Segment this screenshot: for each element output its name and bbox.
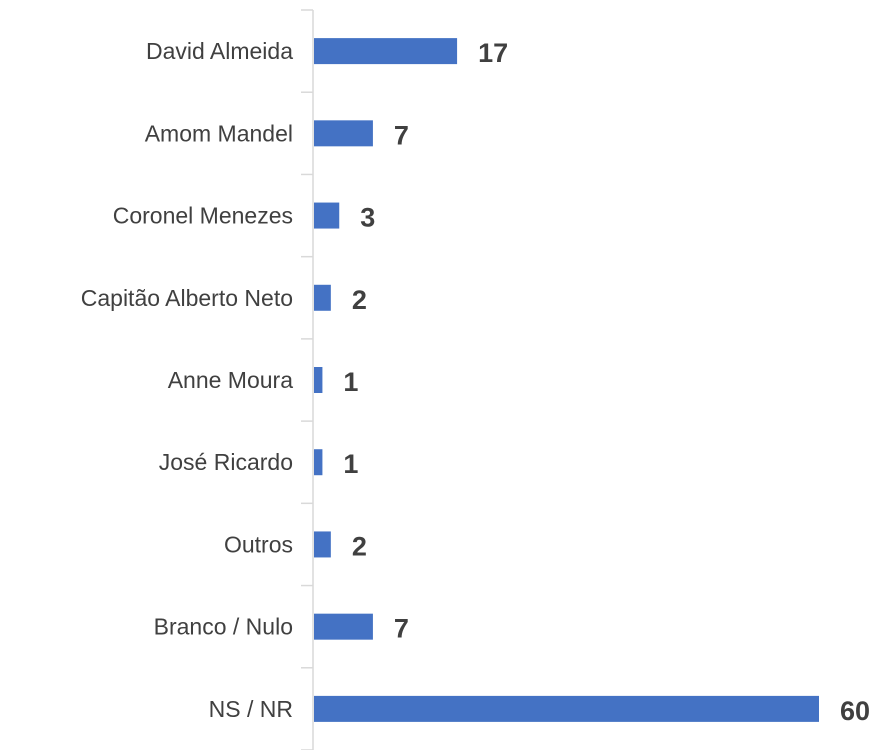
axis-layer xyxy=(301,9,314,750)
bar-7 xyxy=(314,613,373,640)
category-label-1: Amom Mandel xyxy=(145,120,293,146)
value-label-8: 60 xyxy=(840,696,870,726)
category-label-2: Coronel Menezes xyxy=(113,203,293,229)
bar-2 xyxy=(314,202,340,229)
bar-4 xyxy=(314,367,323,393)
value-label-0: 17 xyxy=(478,38,508,68)
category-label-4: Anne Moura xyxy=(168,367,294,393)
category-label-0: David Almeida xyxy=(146,38,293,64)
value-label-3: 2 xyxy=(352,285,367,315)
value-label-5: 1 xyxy=(343,449,358,479)
category-label-6: Outros xyxy=(224,531,293,557)
value-label-1: 7 xyxy=(394,120,409,150)
bar-8 xyxy=(314,695,819,722)
value-label-2: 3 xyxy=(360,203,375,233)
category-label-8: NS / NR xyxy=(209,696,293,722)
value-label-7: 7 xyxy=(394,614,409,644)
bar-5 xyxy=(314,449,323,476)
category-label-7: Branco / Nulo xyxy=(154,614,293,640)
category-label-5: José Ricardo xyxy=(159,449,293,475)
bars-layer xyxy=(314,38,819,722)
bar-1 xyxy=(314,120,373,147)
bar-3 xyxy=(314,284,331,311)
value-label-4: 1 xyxy=(343,367,358,397)
bar-0 xyxy=(314,38,458,65)
category-label-3: Capitão Alberto Neto xyxy=(81,285,293,311)
value-label-6: 2 xyxy=(352,531,367,561)
bar-6 xyxy=(314,531,331,558)
